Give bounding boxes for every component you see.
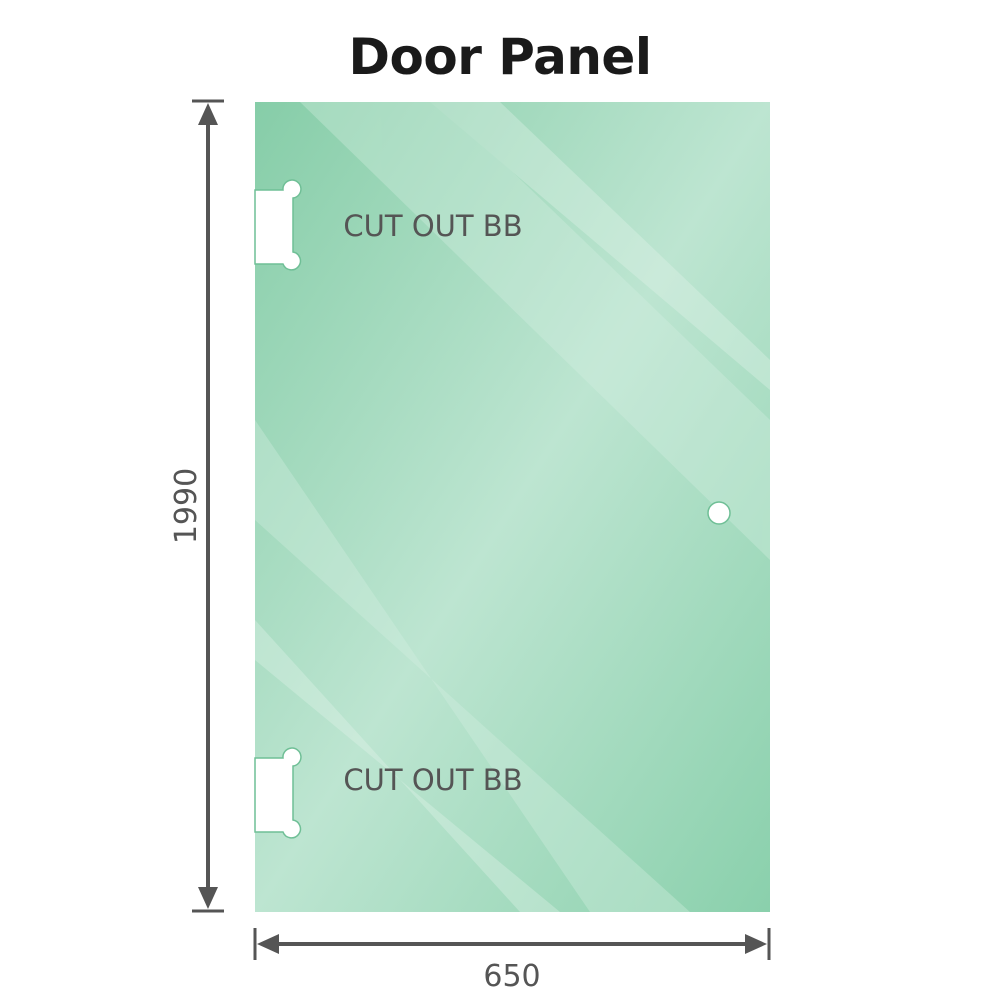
width-label: 650 bbox=[483, 959, 540, 994]
width-dimension-line bbox=[253, 928, 771, 960]
cutout-label-bottom: CUT OUT BB bbox=[343, 763, 522, 797]
cutout-top bbox=[254, 179, 302, 271]
height-label: 1990 bbox=[169, 468, 204, 544]
handle-hole bbox=[707, 501, 731, 525]
glass-panel bbox=[255, 102, 770, 912]
height-dimension-line bbox=[192, 99, 224, 913]
cutout-bottom bbox=[254, 747, 302, 839]
cutout-label-top: CUT OUT BB bbox=[343, 209, 522, 243]
diagram-title: Door Panel bbox=[348, 28, 652, 86]
